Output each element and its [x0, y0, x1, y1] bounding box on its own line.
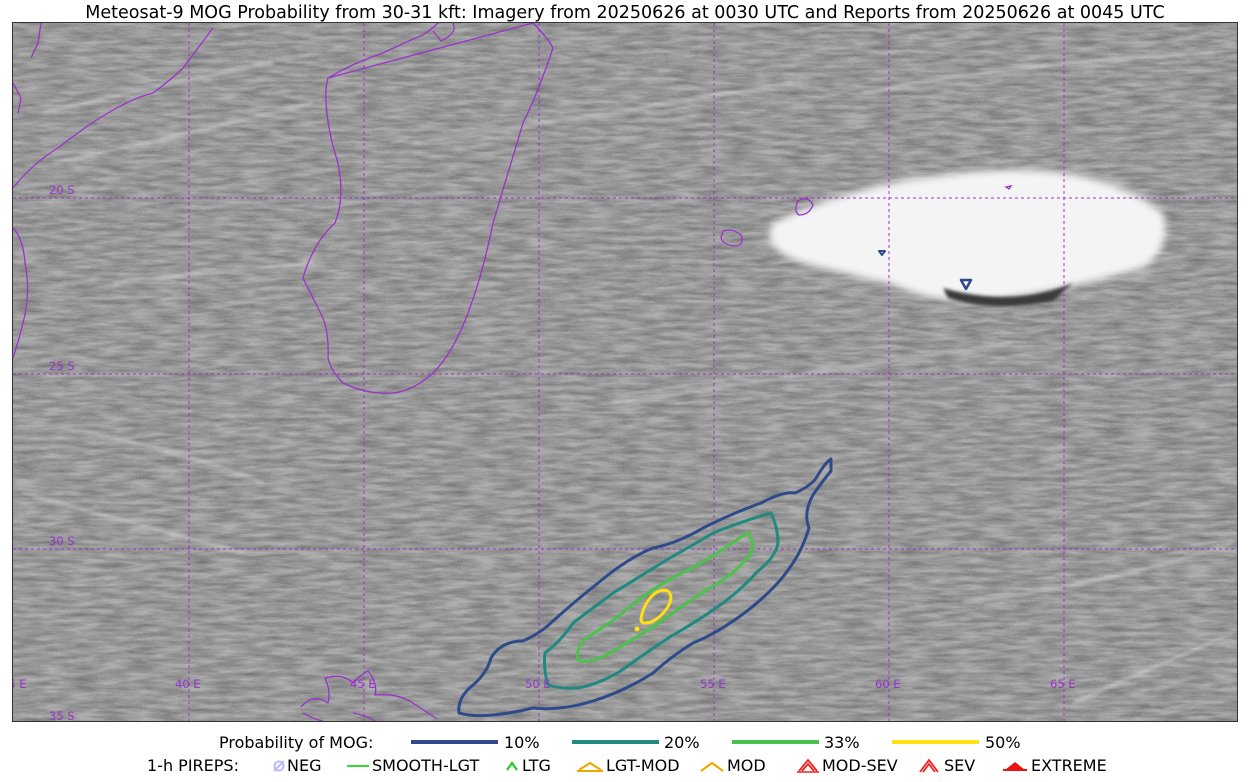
report-point — [634, 626, 640, 632]
map-title: Meteosat-9 MOG Probability from 30-31 kf… — [85, 3, 1165, 23]
legend-line-20pct — [572, 740, 659, 744]
lon-label-60e: 60 E — [875, 677, 901, 691]
lon-label-45e: 45 E — [350, 677, 376, 691]
lgt-mod-icon — [577, 761, 603, 772]
pirep-label-ltg: LTG — [522, 756, 551, 775]
legend-label-33pct: 33% — [824, 733, 860, 752]
legend-label-10pct: 10% — [504, 733, 540, 752]
contour-20pct — [542, 511, 780, 690]
pirep-label-mod: MOD — [727, 756, 766, 775]
extreme-icon — [1003, 762, 1027, 771]
contour-50pct — [639, 588, 673, 625]
lon-label-55e: 55 E — [700, 677, 726, 691]
legend-line-10pct — [411, 740, 498, 744]
cloud-streaks — [22, 51, 1234, 705]
contour-10pct-dot — [878, 250, 886, 256]
mog-contours — [457, 250, 973, 718]
lon-label-50e: 50 E — [525, 677, 551, 691]
pirep-label-extreme: EXTREME — [1031, 756, 1107, 775]
contour-10pct — [457, 457, 833, 718]
lat-label-20s: 20 S — [49, 183, 75, 197]
satellite-map[interactable]: 20 S 25 S 30 S 35 S 35 E 40 E 45 E 50 E … — [12, 22, 1238, 722]
lat-lon-grid — [13, 23, 1237, 721]
pirep-label-mod-sev: MOD-SEV — [822, 756, 898, 775]
legend-label-50pct: 50% — [985, 733, 1021, 752]
legend-line-50pct — [892, 740, 979, 744]
legend-label-20pct: 20% — [664, 733, 700, 752]
sev-icon — [919, 758, 939, 773]
lon-label-65e: 65 E — [1050, 677, 1076, 691]
pirep-label-smooth-lgt: SMOOTH-LGT — [372, 756, 480, 775]
neg-icon — [273, 760, 285, 772]
legend-line-33pct — [732, 740, 819, 744]
mod-icon — [700, 761, 724, 772]
map-canvas — [13, 23, 1237, 721]
ltg-icon — [506, 761, 518, 771]
lat-label-30s: 30 S — [49, 534, 75, 548]
contour-10pct-small — [959, 278, 973, 291]
probability-legend: Probability of MOG: 10% 20% 33% 50% — [0, 733, 1250, 753]
pireps-legend: 1-h PIREPS: NEG SMOOTH-LGT LTG LGT-MOD M… — [0, 756, 1250, 778]
lon-label-40e: 40 E — [175, 677, 201, 691]
pirep-label-sev: SEV — [944, 756, 976, 775]
coastlines — [13, 23, 1013, 721]
lon-label-35e: 35 E — [13, 677, 27, 691]
probability-legend-title: Probability of MOG: — [219, 733, 374, 752]
lat-label-35s: 35 S — [49, 709, 75, 722]
mod-sev-icon — [797, 758, 819, 773]
pirep-label-neg: NEG — [287, 756, 322, 775]
smooth-lgt-icon — [347, 765, 369, 767]
lat-label-25s: 25 S — [49, 359, 75, 373]
pireps-legend-title: 1-h PIREPS: — [147, 756, 239, 775]
cloud-mass — [769, 169, 1166, 307]
contour-33pct — [576, 531, 754, 663]
imagery-texture-light — [13, 23, 1237, 721]
pirep-label-lgt-mod: LGT-MOD — [606, 756, 680, 775]
